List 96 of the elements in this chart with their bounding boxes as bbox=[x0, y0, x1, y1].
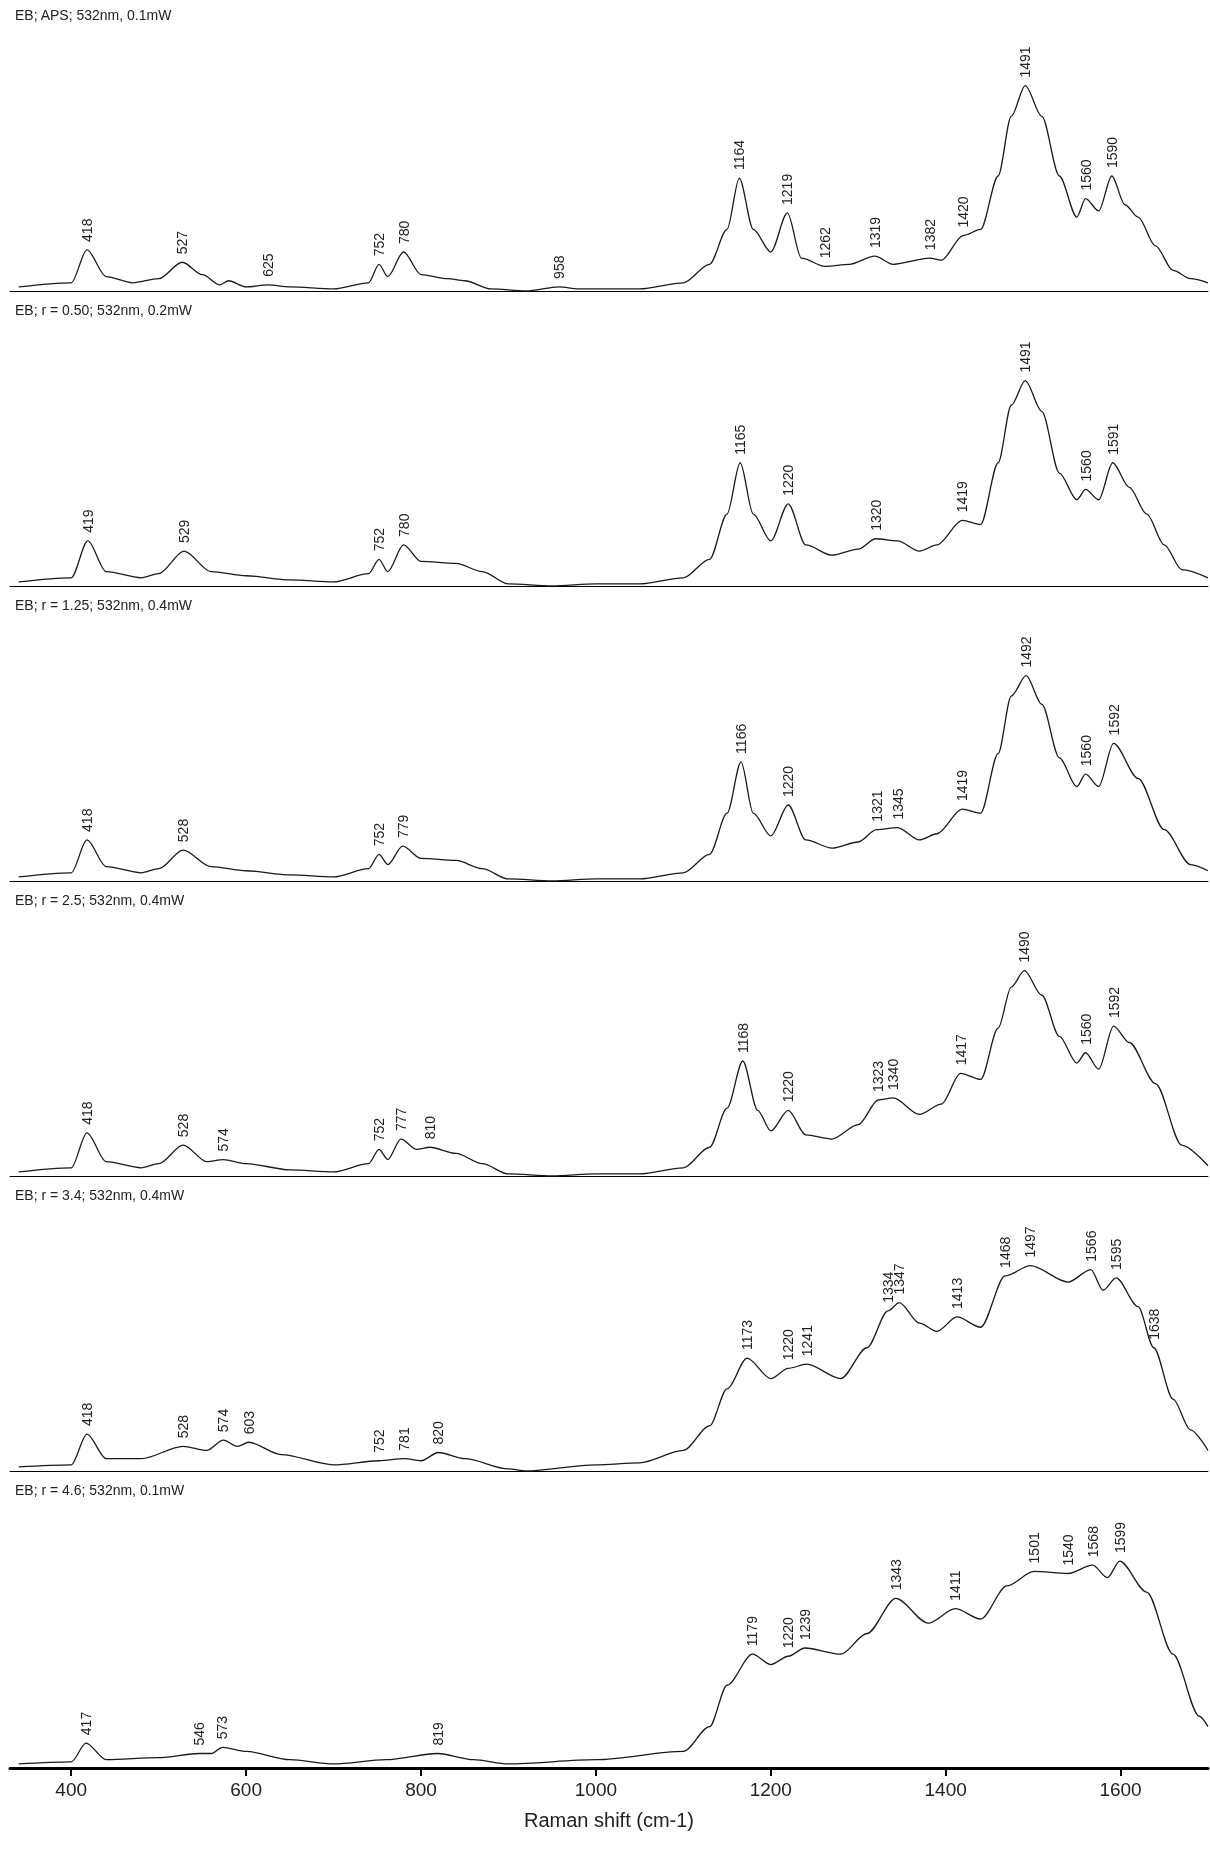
annotation: 1560 bbox=[1077, 1013, 1094, 1045]
annotation: 1220 bbox=[780, 765, 797, 798]
annotation: 1345 bbox=[889, 788, 906, 820]
annotation: 1168 bbox=[734, 1022, 751, 1053]
annotation: 1164 bbox=[731, 139, 748, 171]
chart-title: EB; r = 0.50; 532nm, 0.2mW bbox=[15, 302, 193, 318]
annotation: 1334 bbox=[879, 1271, 896, 1303]
x-tick-label: 400 bbox=[55, 1779, 88, 1800]
annotation: 1420 bbox=[955, 196, 972, 228]
annotation: 1173 bbox=[739, 1319, 756, 1351]
annotation: 1591 bbox=[1104, 423, 1121, 455]
annotation: 1491 bbox=[1017, 341, 1034, 373]
annotation: 417 bbox=[78, 1711, 95, 1736]
annotation: 781 bbox=[396, 1427, 413, 1451]
annotation: 1413 bbox=[949, 1277, 966, 1309]
annotation: 819 bbox=[429, 1721, 446, 1746]
annotation: 1220 bbox=[780, 1070, 797, 1103]
annotation: 780 bbox=[395, 513, 412, 537]
chart-title: EB; r = 3.4; 532nm, 0.4mW bbox=[15, 1187, 186, 1203]
annotation: 752 bbox=[371, 1429, 388, 1453]
annotation: 1560 bbox=[1077, 159, 1094, 191]
annotation: 1340 bbox=[885, 1058, 902, 1090]
annotation: 418 bbox=[78, 1101, 95, 1125]
annotation: 1179 bbox=[744, 1615, 761, 1647]
annotation: 574 bbox=[215, 1408, 232, 1433]
annotation: 1501 bbox=[1025, 1532, 1042, 1564]
annotation: 1490 bbox=[1016, 931, 1033, 963]
annotation: 958 bbox=[551, 255, 568, 279]
annotation: 1540 bbox=[1060, 1534, 1077, 1566]
annotation: 1241 bbox=[798, 1324, 815, 1357]
annotation: 603 bbox=[240, 1410, 257, 1435]
annotation: 573 bbox=[214, 1715, 231, 1740]
annotation: 752 bbox=[371, 527, 388, 552]
annotation: 1220 bbox=[780, 1616, 797, 1649]
annotation: 574 bbox=[215, 1128, 232, 1152]
annotation: 1590 bbox=[1103, 136, 1120, 168]
annotation: 1595 bbox=[1108, 1238, 1125, 1270]
annotation: 752 bbox=[371, 232, 388, 257]
annotation: 1219 bbox=[779, 173, 796, 205]
annotation: 780 bbox=[395, 220, 412, 244]
annotation: 419 bbox=[79, 509, 96, 533]
annotation: 1411 bbox=[947, 1570, 964, 1601]
annotation: 1638 bbox=[1145, 1308, 1162, 1340]
annotation: 418 bbox=[78, 1402, 95, 1427]
x-tick-label: 1600 bbox=[1099, 1779, 1142, 1800]
annotation: 527 bbox=[174, 230, 191, 255]
x-tick-label: 1000 bbox=[574, 1779, 618, 1800]
annotation: 1220 bbox=[780, 464, 797, 496]
annotation: 1560 bbox=[1077, 734, 1094, 767]
annotation: 1566 bbox=[1082, 1230, 1099, 1262]
annotation: 752 bbox=[371, 822, 388, 847]
annotation: 1165 bbox=[732, 424, 749, 455]
chart-title: EB; r = 1.25; 532nm, 0.4mW bbox=[15, 597, 193, 613]
annotation: 528 bbox=[175, 818, 192, 843]
annotation: 529 bbox=[176, 519, 193, 544]
annotation: 752 bbox=[371, 1117, 388, 1142]
annotation: 1491 bbox=[1017, 46, 1034, 78]
annotation: 1323 bbox=[870, 1060, 887, 1093]
annotation: 1321 bbox=[868, 790, 885, 822]
annotation: 1262 bbox=[816, 227, 833, 259]
annotation: 1468 bbox=[997, 1236, 1014, 1268]
annotation: 1319 bbox=[866, 216, 883, 249]
annotation: 1239 bbox=[796, 1608, 813, 1640]
x-axis-title: Raman shift (cm-1) bbox=[523, 1809, 695, 1831]
annotation: 820 bbox=[430, 1420, 447, 1445]
annotation: 1320 bbox=[867, 499, 884, 531]
annotation: 1592 bbox=[1105, 704, 1122, 736]
annotation: 625 bbox=[259, 253, 276, 277]
annotation: 1492 bbox=[1018, 636, 1035, 668]
annotation: 1568 bbox=[1084, 1525, 1101, 1558]
x-tick-label: 600 bbox=[230, 1779, 262, 1800]
x-tick-label: 800 bbox=[405, 1779, 437, 1800]
annotation: 1220 bbox=[780, 1328, 797, 1361]
annotation: 546 bbox=[190, 1721, 207, 1746]
annotation: 418 bbox=[78, 218, 95, 242]
annotation: 1419 bbox=[954, 769, 971, 802]
annotation: 528 bbox=[175, 1414, 192, 1439]
annotation: 1560 bbox=[1077, 450, 1094, 482]
annotation: 810 bbox=[421, 1115, 438, 1140]
chart-title: EB; APS; 532nm, 0.1mW bbox=[15, 7, 173, 23]
annotation: 528 bbox=[175, 1113, 192, 1138]
annotation: 418 bbox=[78, 808, 95, 832]
annotation: 1166 bbox=[733, 723, 750, 754]
annotation: 1592 bbox=[1105, 986, 1122, 1019]
annotation: 1419 bbox=[954, 480, 971, 513]
annotation: 779 bbox=[394, 814, 411, 839]
chart-title: EB; r = 4.6; 532nm, 0.1mW bbox=[15, 1482, 186, 1498]
annotation: 1417 bbox=[952, 1033, 969, 1066]
x-tick-label: 1200 bbox=[749, 1779, 792, 1800]
annotation: 1599 bbox=[1111, 1521, 1128, 1554]
annotation: 1343 bbox=[887, 1558, 904, 1591]
x-tick-label: 1400 bbox=[924, 1779, 967, 1800]
annotation: 1497 bbox=[1022, 1226, 1039, 1258]
chart-title: EB; r = 2.5; 532nm, 0.4mW bbox=[15, 892, 186, 908]
annotation: 777 bbox=[392, 1107, 409, 1132]
annotation: 1382 bbox=[921, 218, 938, 251]
